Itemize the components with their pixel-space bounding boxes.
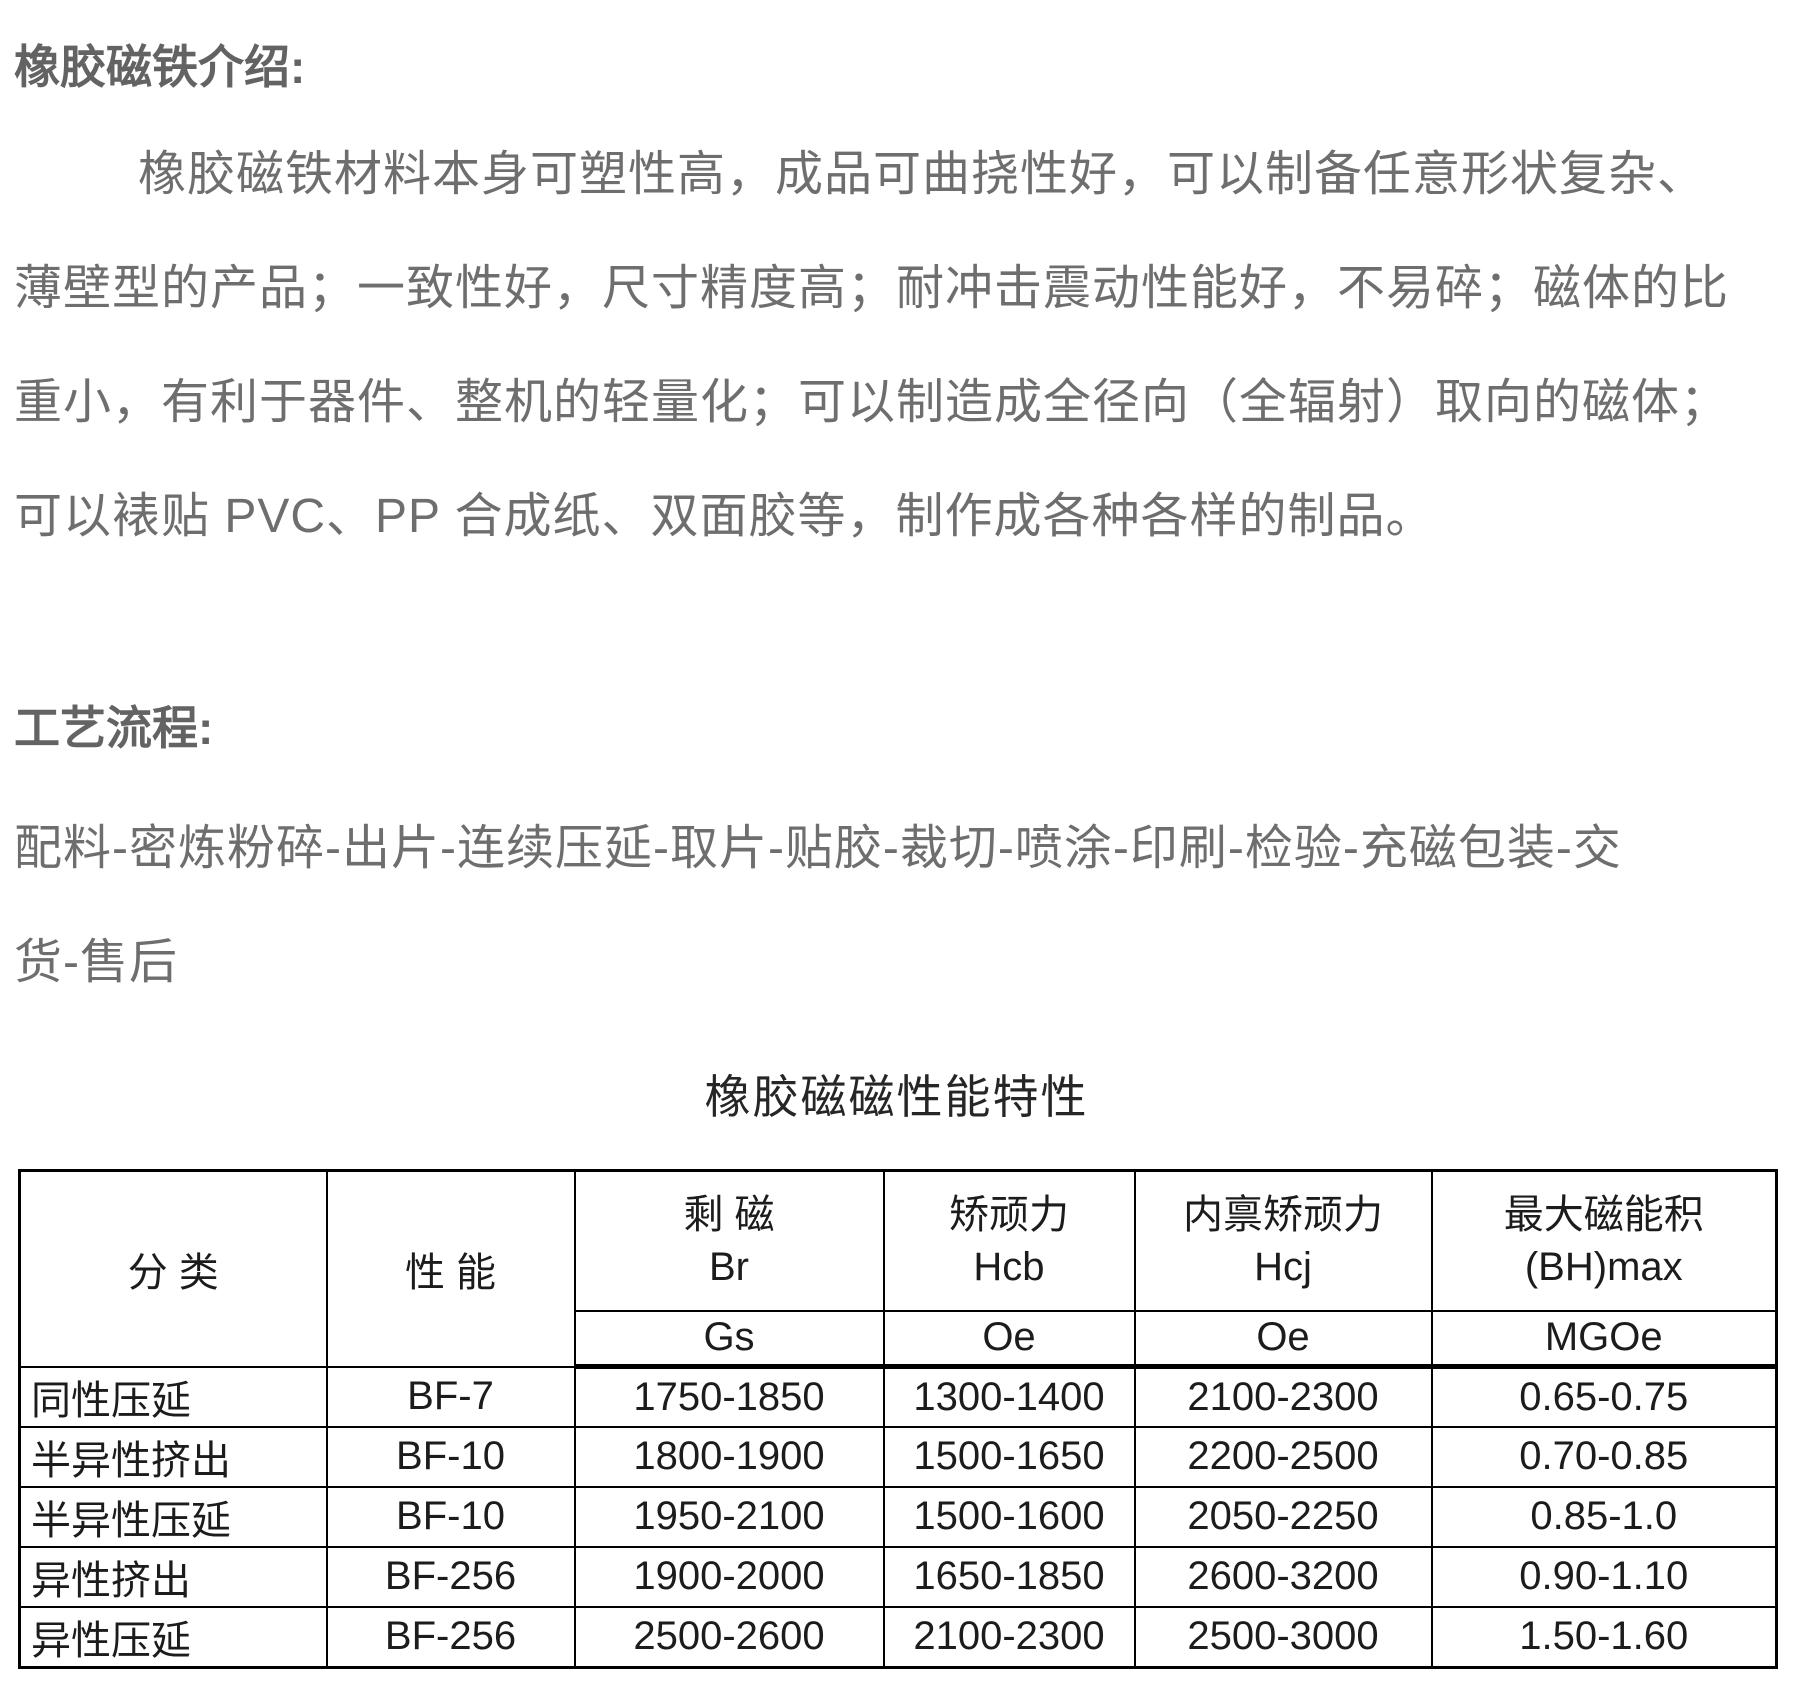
header-row-units: Gs Oe Oe MGOe: [20, 1309, 1778, 1369]
cell-bhmax: 0.85-1.0: [1430, 1485, 1778, 1548]
intro-paragraph: 橡胶磁铁材料本身可塑性高，成品可曲挠性好，可以制备任意形状复杂、 薄壁型的产品；…: [14, 148, 1779, 604]
header-bhmax: 最大磁能积 (BH)max: [1430, 1169, 1778, 1312]
header-hcj-symbol: Hcj: [1254, 1244, 1312, 1289]
unit-hcb: Oe: [882, 1309, 1136, 1369]
cell-br: 2500-2600: [573, 1605, 885, 1668]
cell-hcb: 1650-1850: [882, 1545, 1136, 1608]
cell-br: 1950-2100: [573, 1485, 885, 1548]
intro-heading: 橡胶磁铁介绍:: [14, 41, 306, 93]
cell-grade: BF-10: [325, 1425, 576, 1488]
table-row: 半异性压延 BF-10 1950-2100 1500-1600 2050-225…: [18, 1485, 1778, 1548]
intro-line-2: 薄壁型的产品；一致性好，尺寸精度高；耐冲击震动性能好，不易碎；磁体的比: [14, 262, 1730, 315]
header-br-name: 剩 磁: [683, 1192, 775, 1237]
cell-hcb: 2100-2300: [882, 1605, 1136, 1668]
unit-bhmax: MGOe: [1430, 1309, 1778, 1369]
header-bhmax-symbol: (BH)max: [1524, 1244, 1683, 1289]
cell-category: 异性挤出: [18, 1545, 328, 1608]
cell-grade: BF-256: [325, 1605, 576, 1668]
table-row: 同性压延 BF-7 1750-1850 1300-1400 2100-2300 …: [18, 1365, 1778, 1428]
cell-br: 1750-1850: [573, 1365, 885, 1428]
cell-hcb: 1500-1650: [882, 1425, 1136, 1488]
intro-line-4: 可以裱贴 PVC、PP 合成纸、双面胶等，制作成各种各样的制品。: [14, 490, 1435, 543]
cell-bhmax: 0.90-1.10: [1430, 1545, 1778, 1608]
cell-grade: BF-10: [325, 1485, 576, 1548]
header-category: 分 类: [18, 1169, 328, 1368]
table-row: 异性压延 BF-256 2500-2600 2100-2300 2500-300…: [18, 1605, 1778, 1668]
cell-grade: BF-256: [325, 1545, 576, 1608]
table-title: 橡胶磁磁性能特性: [704, 1071, 1089, 1123]
header-hcb: 矫顽力 Hcb: [882, 1169, 1136, 1312]
table-row: 半异性挤出 BF-10 1800-1900 1500-1650 2200-250…: [18, 1425, 1778, 1488]
cell-bhmax: 0.70-0.85: [1430, 1425, 1778, 1488]
magnet-properties-table: 分 类 性 能 剩 磁 Br 矫顽力 Hcb 内禀矫顽力 Hcj 最大磁能积 (…: [18, 1169, 1778, 1669]
intro-line-3: 重小，有利于器件、整机的轻量化；可以制造成全径向（全辐射）取向的磁体；: [14, 376, 1730, 429]
header-hcb-symbol: Hcb: [973, 1244, 1045, 1289]
cell-hcb: 1300-1400: [882, 1365, 1136, 1428]
cell-bhmax: 0.65-0.75: [1430, 1365, 1778, 1428]
header-hcb-name: 矫顽力: [949, 1192, 1069, 1237]
cell-category: 半异性挤出: [18, 1425, 328, 1488]
unit-hcj: Oe: [1133, 1309, 1433, 1369]
header-row-names: 分 类 性 能 剩 磁 Br 矫顽力 Hcb 内禀矫顽力 Hcj 最大磁能积 (…: [18, 1169, 1778, 1368]
cell-hcj: 2050-2250: [1133, 1485, 1433, 1548]
header-bhmax-name: 最大磁能积: [1503, 1192, 1704, 1237]
cell-hcj: 2100-2300: [1133, 1365, 1433, 1428]
header-br-symbol: Br: [709, 1244, 749, 1289]
cell-category: 同性压延: [18, 1365, 328, 1428]
process-paragraph: 配料-密炼粉碎-出片-连续压延-取片-贴胶-裁切-喷涂-印刷-检验-充磁包装-交…: [14, 822, 1779, 1050]
cell-category: 异性压延: [18, 1605, 328, 1668]
process-line-1: 配料-密炼粉碎-出片-连续压延-取片-贴胶-裁切-喷涂-印刷-检验-充磁包装-交: [14, 822, 1622, 875]
header-hcj: 内禀矫顽力 Hcj: [1133, 1169, 1433, 1312]
cell-bhmax: 1.50-1.60: [1430, 1605, 1778, 1668]
table-row: 异性挤出 BF-256 1900-2000 1650-1850 2600-320…: [18, 1545, 1778, 1608]
header-hcj-name: 内禀矫顽力: [1183, 1192, 1383, 1237]
header-performance: 性 能: [325, 1169, 576, 1368]
cell-br: 1800-1900: [573, 1425, 885, 1488]
cell-hcj: 2500-3000: [1133, 1605, 1433, 1668]
process-line-2: 货-售后: [14, 936, 178, 989]
cell-hcj: 2600-3200: [1133, 1545, 1433, 1608]
cell-br: 1900-2000: [573, 1545, 885, 1608]
cell-hcj: 2200-2500: [1133, 1425, 1433, 1488]
cell-category: 半异性压延: [18, 1485, 328, 1548]
header-br: 剩 磁 Br: [573, 1169, 885, 1312]
unit-br: Gs: [573, 1309, 885, 1369]
cell-grade: BF-7: [325, 1365, 576, 1428]
intro-line-1: 橡胶磁铁材料本身可塑性高，成品可曲挠性好，可以制备任意形状复杂、: [138, 148, 1707, 201]
process-heading: 工艺流程:: [14, 702, 214, 754]
cell-hcb: 1500-1600: [882, 1485, 1136, 1548]
